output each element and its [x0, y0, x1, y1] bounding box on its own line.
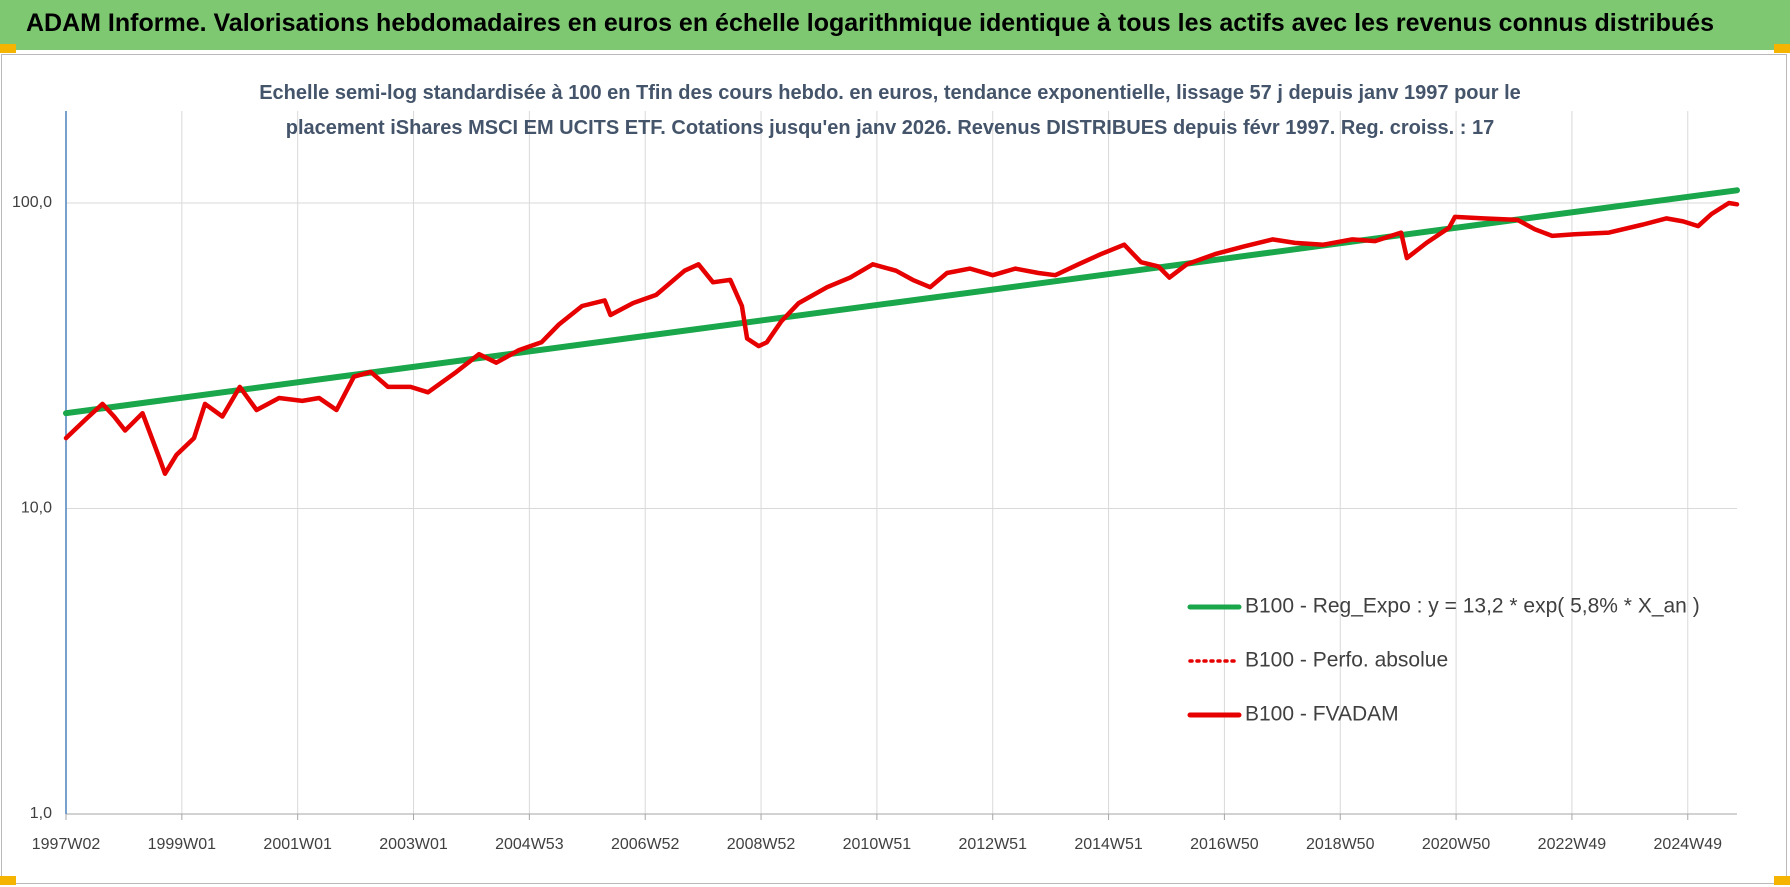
x-tick-label: 2003W01	[379, 836, 448, 853]
x-tick-label: 2010W51	[843, 836, 912, 853]
x-tick-label: 2012W51	[958, 836, 1027, 853]
x-tick-label: 1999W01	[148, 836, 217, 853]
x-tick-label: 2018W50	[1306, 836, 1375, 853]
corner-mark	[0, 876, 16, 885]
x-tick-label: 2014W51	[1074, 836, 1143, 853]
x-tick-label: 2004W53	[495, 836, 564, 853]
x-tick-label: 2006W52	[611, 836, 680, 853]
series-line	[63, 187, 1740, 417]
corner-mark	[1774, 44, 1790, 53]
x-tick-label: 2016W50	[1190, 836, 1259, 853]
legend-label: B100 - FVADAM	[1245, 703, 1399, 726]
x-tick-label: 2001W01	[263, 836, 332, 853]
chart-frame	[1, 54, 1787, 884]
chart-title: ADAM Informe. Valorisations hebdomadaire…	[26, 9, 1714, 37]
y-tick-label: 1,0	[30, 805, 52, 822]
corner-mark	[1774, 876, 1790, 885]
series-line	[64, 201, 1739, 476]
y-tick-label: 100,0	[12, 194, 52, 211]
header-bar: ADAM Informe. Valorisations hebdomadaire…	[0, 0, 1790, 50]
corner-mark	[0, 44, 16, 53]
y-tick-label: 10,0	[21, 500, 52, 517]
x-tick-label: 2024W49	[1654, 836, 1723, 853]
x-tick-label: 2008W52	[727, 836, 796, 853]
series-line	[63, 200, 1740, 476]
x-tick-label: 2022W49	[1538, 836, 1607, 853]
legend-label: B100 - Perfo. absolue	[1245, 649, 1448, 672]
x-tick-label: 1997W02	[32, 836, 101, 853]
legend-label: B100 - Reg_Expo : y = 13,2 * exp( 5,8% *…	[1245, 595, 1700, 618]
x-tick-label: 2020W50	[1422, 836, 1491, 853]
chart-subtitle: Echelle semi-log standardisée à 100 en T…	[259, 82, 1521, 139]
